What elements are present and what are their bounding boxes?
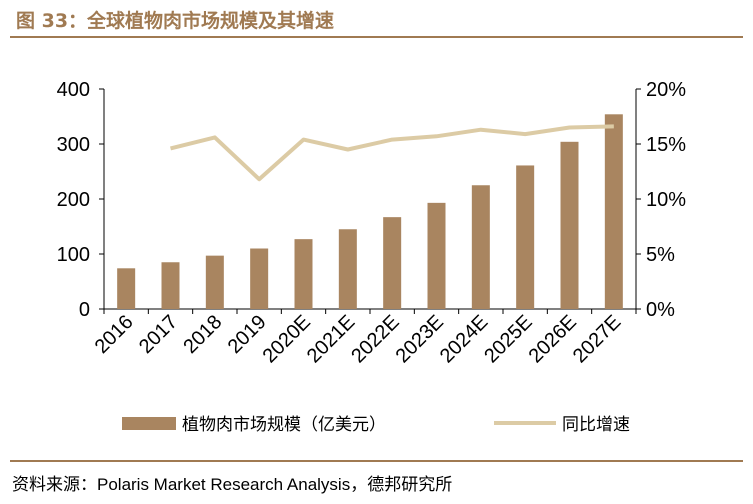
bar-2017 (161, 262, 180, 309)
legend-line-label: 同比增速 (562, 415, 630, 435)
x-tick-label: 2027E (569, 311, 625, 367)
y-right-tick-label: 5% (646, 244, 675, 266)
source-note: 资料来源：Polaris Market Research Analysis，德邦… (12, 475, 453, 494)
y-left-tick-label: 300 (57, 134, 90, 156)
bar-2020E (294, 239, 313, 309)
y-left-tick-label: 100 (57, 244, 90, 266)
line-layer (170, 124, 614, 182)
x-tick-label: 2026E (525, 311, 581, 367)
title-rule (10, 36, 743, 38)
bar-2021E (338, 229, 357, 309)
bar-2027E (604, 114, 623, 309)
x-tick-label: 2025E (480, 311, 536, 367)
bar-2018 (205, 255, 224, 309)
y-left-tick-label: 0 (79, 299, 90, 321)
figure-title: 图 33：全球植物肉市场规模及其增速 (16, 10, 335, 32)
y-left-tick-label: 200 (57, 189, 90, 211)
growth-line (170, 124, 614, 182)
y-right-tick-label: 15% (646, 134, 686, 156)
bar-2026E (560, 141, 579, 309)
x-tick-label: 2024E (436, 311, 492, 367)
source-rule (10, 460, 743, 462)
bar-2025E (516, 165, 535, 309)
x-tick-label: 2022E (347, 311, 403, 367)
bar-2016 (117, 268, 136, 309)
legend-bar-swatch (122, 417, 176, 430)
x-tick-label: 2018 (179, 311, 226, 358)
bar-2023E (427, 202, 446, 309)
x-tick-label: 2017 (135, 311, 182, 358)
bar-2022E (383, 217, 402, 309)
x-tick-label: 2020E (259, 311, 315, 367)
legend: 植物肉市场规模（亿美元） 同比增速 (122, 415, 630, 435)
y-right-tick-label: 10% (646, 189, 686, 211)
x-tick-label: 2021E (303, 311, 359, 367)
bars-layer (117, 114, 623, 309)
y-left-tick-label: 400 (57, 79, 90, 101)
x-tick-label: 2023E (392, 311, 448, 367)
axes-layer (103, 89, 637, 310)
x-tick-label: 2016 (91, 311, 138, 358)
bar-2019 (250, 248, 269, 309)
legend-bar-label: 植物肉市场规模（亿美元） (182, 415, 386, 435)
y-right-tick-label: 0% (646, 299, 675, 321)
bar-2024E (471, 185, 490, 309)
y-right-tick-label: 20% (646, 79, 686, 101)
